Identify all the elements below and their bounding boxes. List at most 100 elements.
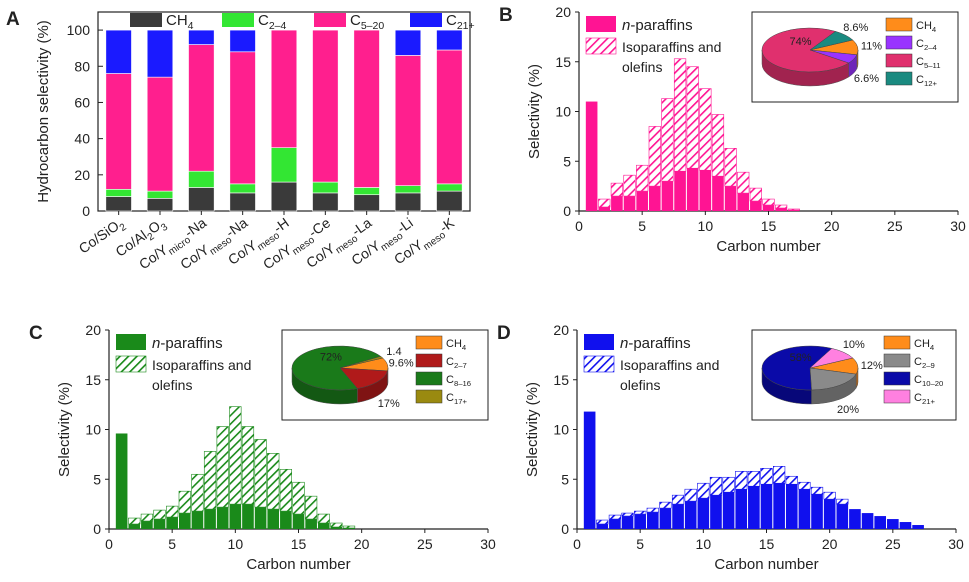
panel-b-xtick-label: 10 bbox=[698, 218, 714, 234]
panel-d-bar-n-paraffins-7 bbox=[659, 508, 672, 529]
panel-c-legend-swatch-n bbox=[116, 334, 146, 350]
panel-b: B 0 5 10 15 20 0 5 10 15 20 25 30 Carbon number Select… bbox=[499, 4, 966, 255]
panel-c-inset-legend-swatch bbox=[415, 389, 443, 404]
panel-c-bar-n-paraffins-12 bbox=[254, 507, 267, 529]
panel-d-bar-n-paraffins-26 bbox=[899, 522, 912, 529]
panel-d-bar-isoparaffins-9 bbox=[684, 488, 697, 502]
panel-d-bar-n-paraffins-21 bbox=[836, 504, 849, 529]
panel-c-xtick-label: 10 bbox=[228, 536, 244, 552]
panel-b-xtick-label: 25 bbox=[887, 218, 903, 234]
panel-a-bar-c21-8 bbox=[394, 29, 422, 56]
panel-c-bar-n-paraffins-8 bbox=[204, 509, 216, 529]
panel-d-ylabel: Selectivity (%) bbox=[524, 382, 541, 477]
panel-b-bar-n-paraffins-13 bbox=[737, 193, 750, 211]
panel-c-bar-isoparaffins-3 bbox=[140, 513, 154, 522]
panel-b-bar-isoparaffins-2 bbox=[598, 198, 611, 208]
panel-c-bar-isoparaffins-15 bbox=[292, 481, 305, 515]
panel-c-pie-label: 9.6% bbox=[389, 357, 414, 369]
panel-c-bar-isoparaffins-19 bbox=[342, 525, 356, 529]
panel-c-inset-legend-label: C17+ bbox=[446, 392, 468, 406]
panel-b-legend-label-n: n-paraffins bbox=[622, 17, 693, 34]
panel-b-bar-isoparaffins-12 bbox=[724, 148, 737, 187]
panel-b-pie-label: 74% bbox=[790, 36, 812, 48]
panel-a-bar-ch4-9 bbox=[436, 190, 463, 212]
panel-d-ytick-label: 15 bbox=[553, 372, 569, 388]
panel-c-legend-swatch-iso bbox=[115, 355, 147, 373]
panel-b-bar-n-paraffins-3 bbox=[611, 196, 623, 211]
panel-d-bar-n-paraffins-20 bbox=[823, 499, 836, 529]
panel-c-ylabel: Selectivity (%) bbox=[56, 382, 73, 477]
panel-c-pie-label: 72% bbox=[320, 352, 342, 364]
panel-b-bar-n-paraffins-16 bbox=[775, 208, 787, 211]
panel-a-bar-ch4-7 bbox=[353, 194, 380, 212]
panel-b-pie-slice-c511 bbox=[761, 27, 850, 73]
panel-c-bar-n-paraffins-10 bbox=[229, 504, 242, 529]
panel-a-legend-swatch bbox=[410, 13, 442, 27]
panel-c-bar-n-paraffins-16 bbox=[305, 519, 317, 529]
panel-c-bar-n-paraffins-18 bbox=[330, 527, 343, 529]
panel-d-ytick-label: 10 bbox=[553, 422, 569, 438]
panel-c-letter: C bbox=[29, 323, 43, 344]
panel-d-xtick-label: 25 bbox=[885, 536, 901, 552]
panel-b-inset-legend-label: C5–11 bbox=[916, 56, 940, 70]
panel-c-pie-label: 1.4 bbox=[386, 346, 401, 358]
panel-b-legend-label-iso: Isoparaffins and bbox=[622, 39, 721, 55]
panel-b-inset-legend-swatch bbox=[885, 71, 913, 86]
panel-b-bar-isoparaffins-11 bbox=[711, 114, 725, 177]
panel-c-pie-slice-c27 bbox=[339, 367, 388, 389]
panel-d-xtick-label: 15 bbox=[759, 536, 775, 552]
panel-a-bar-c21-9 bbox=[436, 29, 463, 51]
panel-b-bar-n-paraffins-2 bbox=[598, 207, 611, 211]
panel-c-bar-n-paraffins-14 bbox=[280, 511, 292, 529]
panel-a-bar-c520-8 bbox=[394, 55, 422, 186]
panel-d-bar-n-paraffins-6 bbox=[646, 512, 659, 529]
panel-b-inset-legend-swatch bbox=[885, 53, 913, 68]
panel-b-bar-isoparaffins-6 bbox=[648, 126, 661, 187]
panel-d-xtick-label: 30 bbox=[948, 536, 964, 552]
panel-b-bar-isoparaffins-8 bbox=[673, 58, 687, 172]
panel-b-xtick-label: 15 bbox=[761, 218, 777, 234]
panel-b-bar-n-paraffins-10 bbox=[699, 170, 712, 211]
panel-c-bar-n-paraffins-9 bbox=[216, 507, 229, 529]
panel-b-bar-n-paraffins-6 bbox=[648, 186, 661, 211]
panel-b-bar-isoparaffins-3 bbox=[610, 182, 624, 197]
panel-b-bar-isoparaffins-10 bbox=[699, 88, 712, 171]
panel-a-bar-ch4-4 bbox=[229, 192, 256, 212]
panel-c-bar-isoparaffins-13 bbox=[267, 453, 280, 510]
panel-c-bar-isoparaffins-14 bbox=[279, 468, 292, 512]
panel-d-bar-isoparaffins-6 bbox=[646, 507, 659, 513]
panel-a-legend-label: CH4 bbox=[166, 12, 194, 32]
panel-d-pie-slice-c29 bbox=[809, 367, 857, 391]
panel-d-inset-legend-label: CH4 bbox=[914, 338, 935, 352]
panel-a-bar-c24-7 bbox=[353, 187, 380, 196]
panel-c-xlabel: Carbon number bbox=[246, 556, 350, 573]
panel-d-bar-n-paraffins-22 bbox=[849, 509, 861, 529]
panel-a: A 0 20 40 60 80 100 Hydrocarbon selectivity (%)… bbox=[6, 9, 475, 272]
panel-b-pie-label: 11% bbox=[861, 41, 882, 53]
panel-c-xtick-label: 15 bbox=[291, 536, 307, 552]
panel-b-xtick-label: 20 bbox=[824, 218, 840, 234]
panel-a-bar-c520-7 bbox=[353, 29, 380, 188]
panel-d-bar-n-paraffins-8 bbox=[672, 504, 684, 529]
panel-c-xtick-label: 0 bbox=[105, 536, 113, 552]
panel-c-inset-legend-label: CH4 bbox=[446, 338, 467, 352]
panel-d-bar-n-paraffins-3 bbox=[609, 519, 621, 529]
panel-a-bar-c21-4 bbox=[229, 29, 256, 53]
panel-c: C 0 5 10 15 20 0 5 10 15 20 25 30 Carbon number Select… bbox=[29, 322, 496, 573]
panel-d-bar-n-paraffins-19 bbox=[811, 494, 823, 529]
panel-c-bar-n-paraffins-17 bbox=[317, 523, 330, 529]
panel-d-bar-isoparaffins-21 bbox=[836, 498, 849, 505]
panel-d-xtick-label: 0 bbox=[573, 536, 581, 552]
panel-b-bar-n-paraffins-14 bbox=[750, 201, 762, 211]
panel-a-bar-c24-1 bbox=[105, 188, 132, 197]
panel-d-legend-swatch-iso bbox=[583, 355, 615, 373]
panel-d-bar-n-paraffins-18 bbox=[798, 489, 811, 529]
panel-c-bar-n-paraffins-5 bbox=[166, 517, 178, 529]
panel-a-legend-swatch bbox=[314, 13, 346, 27]
panel-d-bar-isoparaffins-19 bbox=[810, 486, 824, 495]
panel-c-pie-slice-c17 bbox=[339, 356, 384, 369]
panel-b-bar-isoparaffins-15 bbox=[762, 198, 775, 206]
panel-d-pie-label: 58% bbox=[790, 352, 812, 364]
panel-c-pie-label: 17% bbox=[378, 398, 400, 410]
panel-a-bar-c21-3 bbox=[188, 29, 215, 45]
